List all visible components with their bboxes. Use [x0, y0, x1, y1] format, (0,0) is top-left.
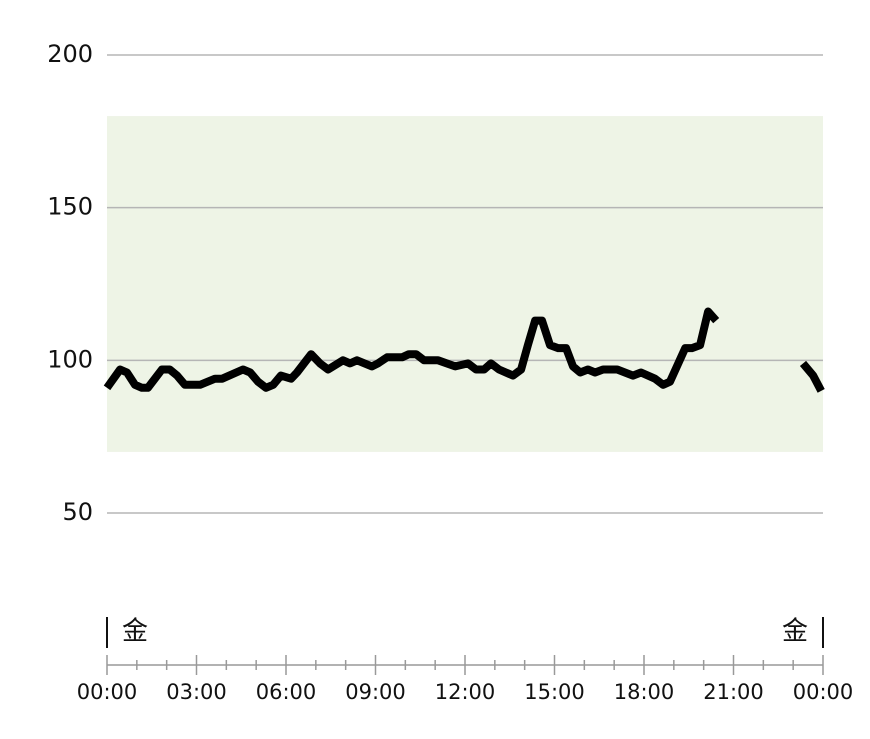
x-tick-label: 06:00: [256, 680, 317, 704]
target-range: [107, 116, 823, 452]
y-tick-label: 50: [62, 498, 93, 526]
day-label: 金: [782, 617, 808, 647]
x-tick-label: 00:00: [793, 680, 854, 704]
x-tick-label: 12:00: [435, 680, 496, 704]
y-tick-label: 100: [47, 345, 93, 373]
x-tick-label: 18:00: [614, 680, 675, 704]
glucose-line: [103, 307, 825, 393]
y-tick-label: 200: [47, 40, 93, 68]
x-tick-label: 15:00: [524, 680, 585, 704]
x-tick-label: 00:00: [77, 680, 138, 704]
x-tick-label: 09:00: [345, 680, 406, 704]
day-label: 金: [122, 617, 148, 647]
y-tick-label: 150: [47, 193, 93, 221]
x-tick-label: 03:00: [166, 680, 227, 704]
x-tick-label: 21:00: [703, 680, 764, 704]
